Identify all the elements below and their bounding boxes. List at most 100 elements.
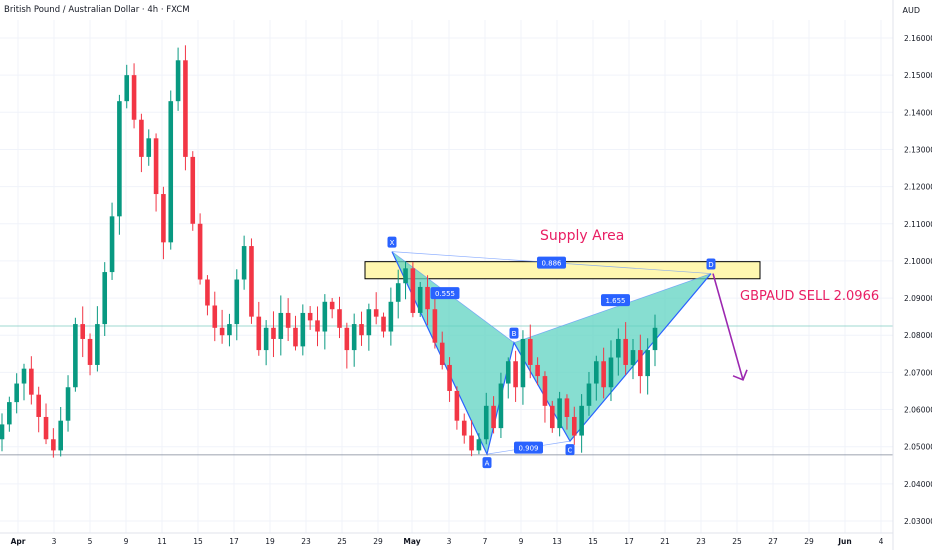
candle-body <box>329 301 335 310</box>
candle-body <box>51 439 56 451</box>
candle-body <box>14 383 19 403</box>
candle-body <box>337 309 342 328</box>
price-tick-label: 2.16000 <box>904 34 932 43</box>
candle-body <box>454 390 460 421</box>
candle-body <box>183 60 188 157</box>
candle-body <box>616 338 621 358</box>
price-tick-label: 2.03000 <box>904 517 932 526</box>
candle-body <box>21 368 27 384</box>
candle-body <box>139 119 144 157</box>
candle-body <box>491 405 496 429</box>
time-tick-label: 3 <box>52 537 57 546</box>
pattern-triangle-bcd <box>514 273 711 442</box>
candle-body <box>417 286 423 313</box>
candle-body <box>241 246 247 280</box>
time-tick-label: 5 <box>88 537 93 546</box>
price-tick-label: 2.15000 <box>904 71 932 80</box>
point-label-text: D <box>708 261 713 269</box>
candle-body <box>307 312 313 321</box>
point-label-text: A <box>485 460 490 468</box>
candle-body <box>461 420 467 436</box>
time-tick-label: 11 <box>157 537 167 546</box>
ratio-badge <box>430 287 460 300</box>
time-tick-label: Jun <box>837 537 851 546</box>
candle-body <box>271 327 276 339</box>
price-tick-label: 2.13000 <box>904 145 932 154</box>
ratio-badge <box>601 294 630 307</box>
price-tick-label: 2.04000 <box>904 480 932 489</box>
candle-body <box>205 279 210 306</box>
candle-body <box>513 361 518 388</box>
candle-body <box>366 309 372 336</box>
price-tick-label: 2.14000 <box>904 108 932 117</box>
point-label-x <box>387 236 397 248</box>
candle-body <box>0 424 5 440</box>
candle-body <box>586 383 592 406</box>
point-label-b <box>509 327 519 339</box>
time-tick-label: 13 <box>552 537 562 546</box>
candle-body <box>557 398 562 429</box>
candle-body <box>263 327 269 351</box>
price-tick-label: 2.09000 <box>904 294 932 303</box>
candle-body <box>425 286 430 310</box>
time-tick-label: 7 <box>483 537 488 546</box>
candle-body <box>403 268 408 284</box>
candle-body <box>212 305 218 328</box>
ratio-label: 1.655 <box>605 297 625 305</box>
time-tick-label: May <box>403 537 420 546</box>
candle-body <box>153 138 159 195</box>
point-label-text: X <box>390 239 395 247</box>
candle-body <box>322 301 328 332</box>
candle-body <box>227 324 232 336</box>
candle-body <box>285 312 291 328</box>
time-tick-label: 3 <box>447 537 452 546</box>
candle-body <box>109 216 115 273</box>
point-label-d <box>706 258 716 270</box>
sell-signal-label: GBPAUD SELL 2.0966 <box>740 289 880 304</box>
candle-body <box>410 268 416 313</box>
time-tick-label: 23 <box>301 537 311 546</box>
candle-body <box>638 350 643 377</box>
candle-body <box>527 338 533 365</box>
ratio-label: 0.909 <box>518 445 538 453</box>
candle-body <box>168 101 174 243</box>
candle-body <box>439 342 445 365</box>
candle-body <box>102 272 108 325</box>
ratio-badge <box>537 256 566 269</box>
time-tick-label: 21 <box>660 537 670 546</box>
price-tick-label: 2.12000 <box>904 183 932 192</box>
sell-arrow <box>712 273 748 381</box>
candle-body <box>175 60 181 102</box>
point-label-c <box>565 444 575 456</box>
candle-body <box>476 439 482 451</box>
price-tick-label: 2.07000 <box>904 368 932 377</box>
pattern-ratio-line <box>513 273 712 343</box>
harmonic-pattern-labels: X A B C D 0.555 0.909 1.655 0.886 <box>387 236 716 469</box>
sell-arrow-shaft <box>712 273 744 381</box>
candle-body <box>95 324 100 365</box>
candle-body <box>564 398 570 417</box>
candle-body <box>190 156 196 224</box>
candle-body <box>623 338 628 365</box>
time-tick-label: 15 <box>193 537 203 546</box>
time-tick-label: 19 <box>265 537 275 546</box>
candle-body <box>571 416 577 436</box>
candle-body <box>652 327 658 351</box>
candle-body <box>36 394 41 417</box>
symbol-title: British Pound / Australian Dollar · 4h ·… <box>4 5 190 15</box>
time-tick-label: 17 <box>624 537 634 546</box>
price-axis: 2.16000 2.15000 2.14000 2.13000 2.12000 2.110… <box>892 0 932 550</box>
candle-body <box>608 357 614 388</box>
candle-body <box>300 312 306 347</box>
time-tick-label: 25 <box>337 537 347 546</box>
candle-body <box>351 324 357 351</box>
candle-body <box>197 223 203 280</box>
candle-body <box>315 320 320 332</box>
candle-body <box>520 338 526 388</box>
point-label-a <box>482 457 492 469</box>
candle-body <box>146 138 152 157</box>
candle-body <box>344 327 350 351</box>
candle-body <box>278 312 284 339</box>
